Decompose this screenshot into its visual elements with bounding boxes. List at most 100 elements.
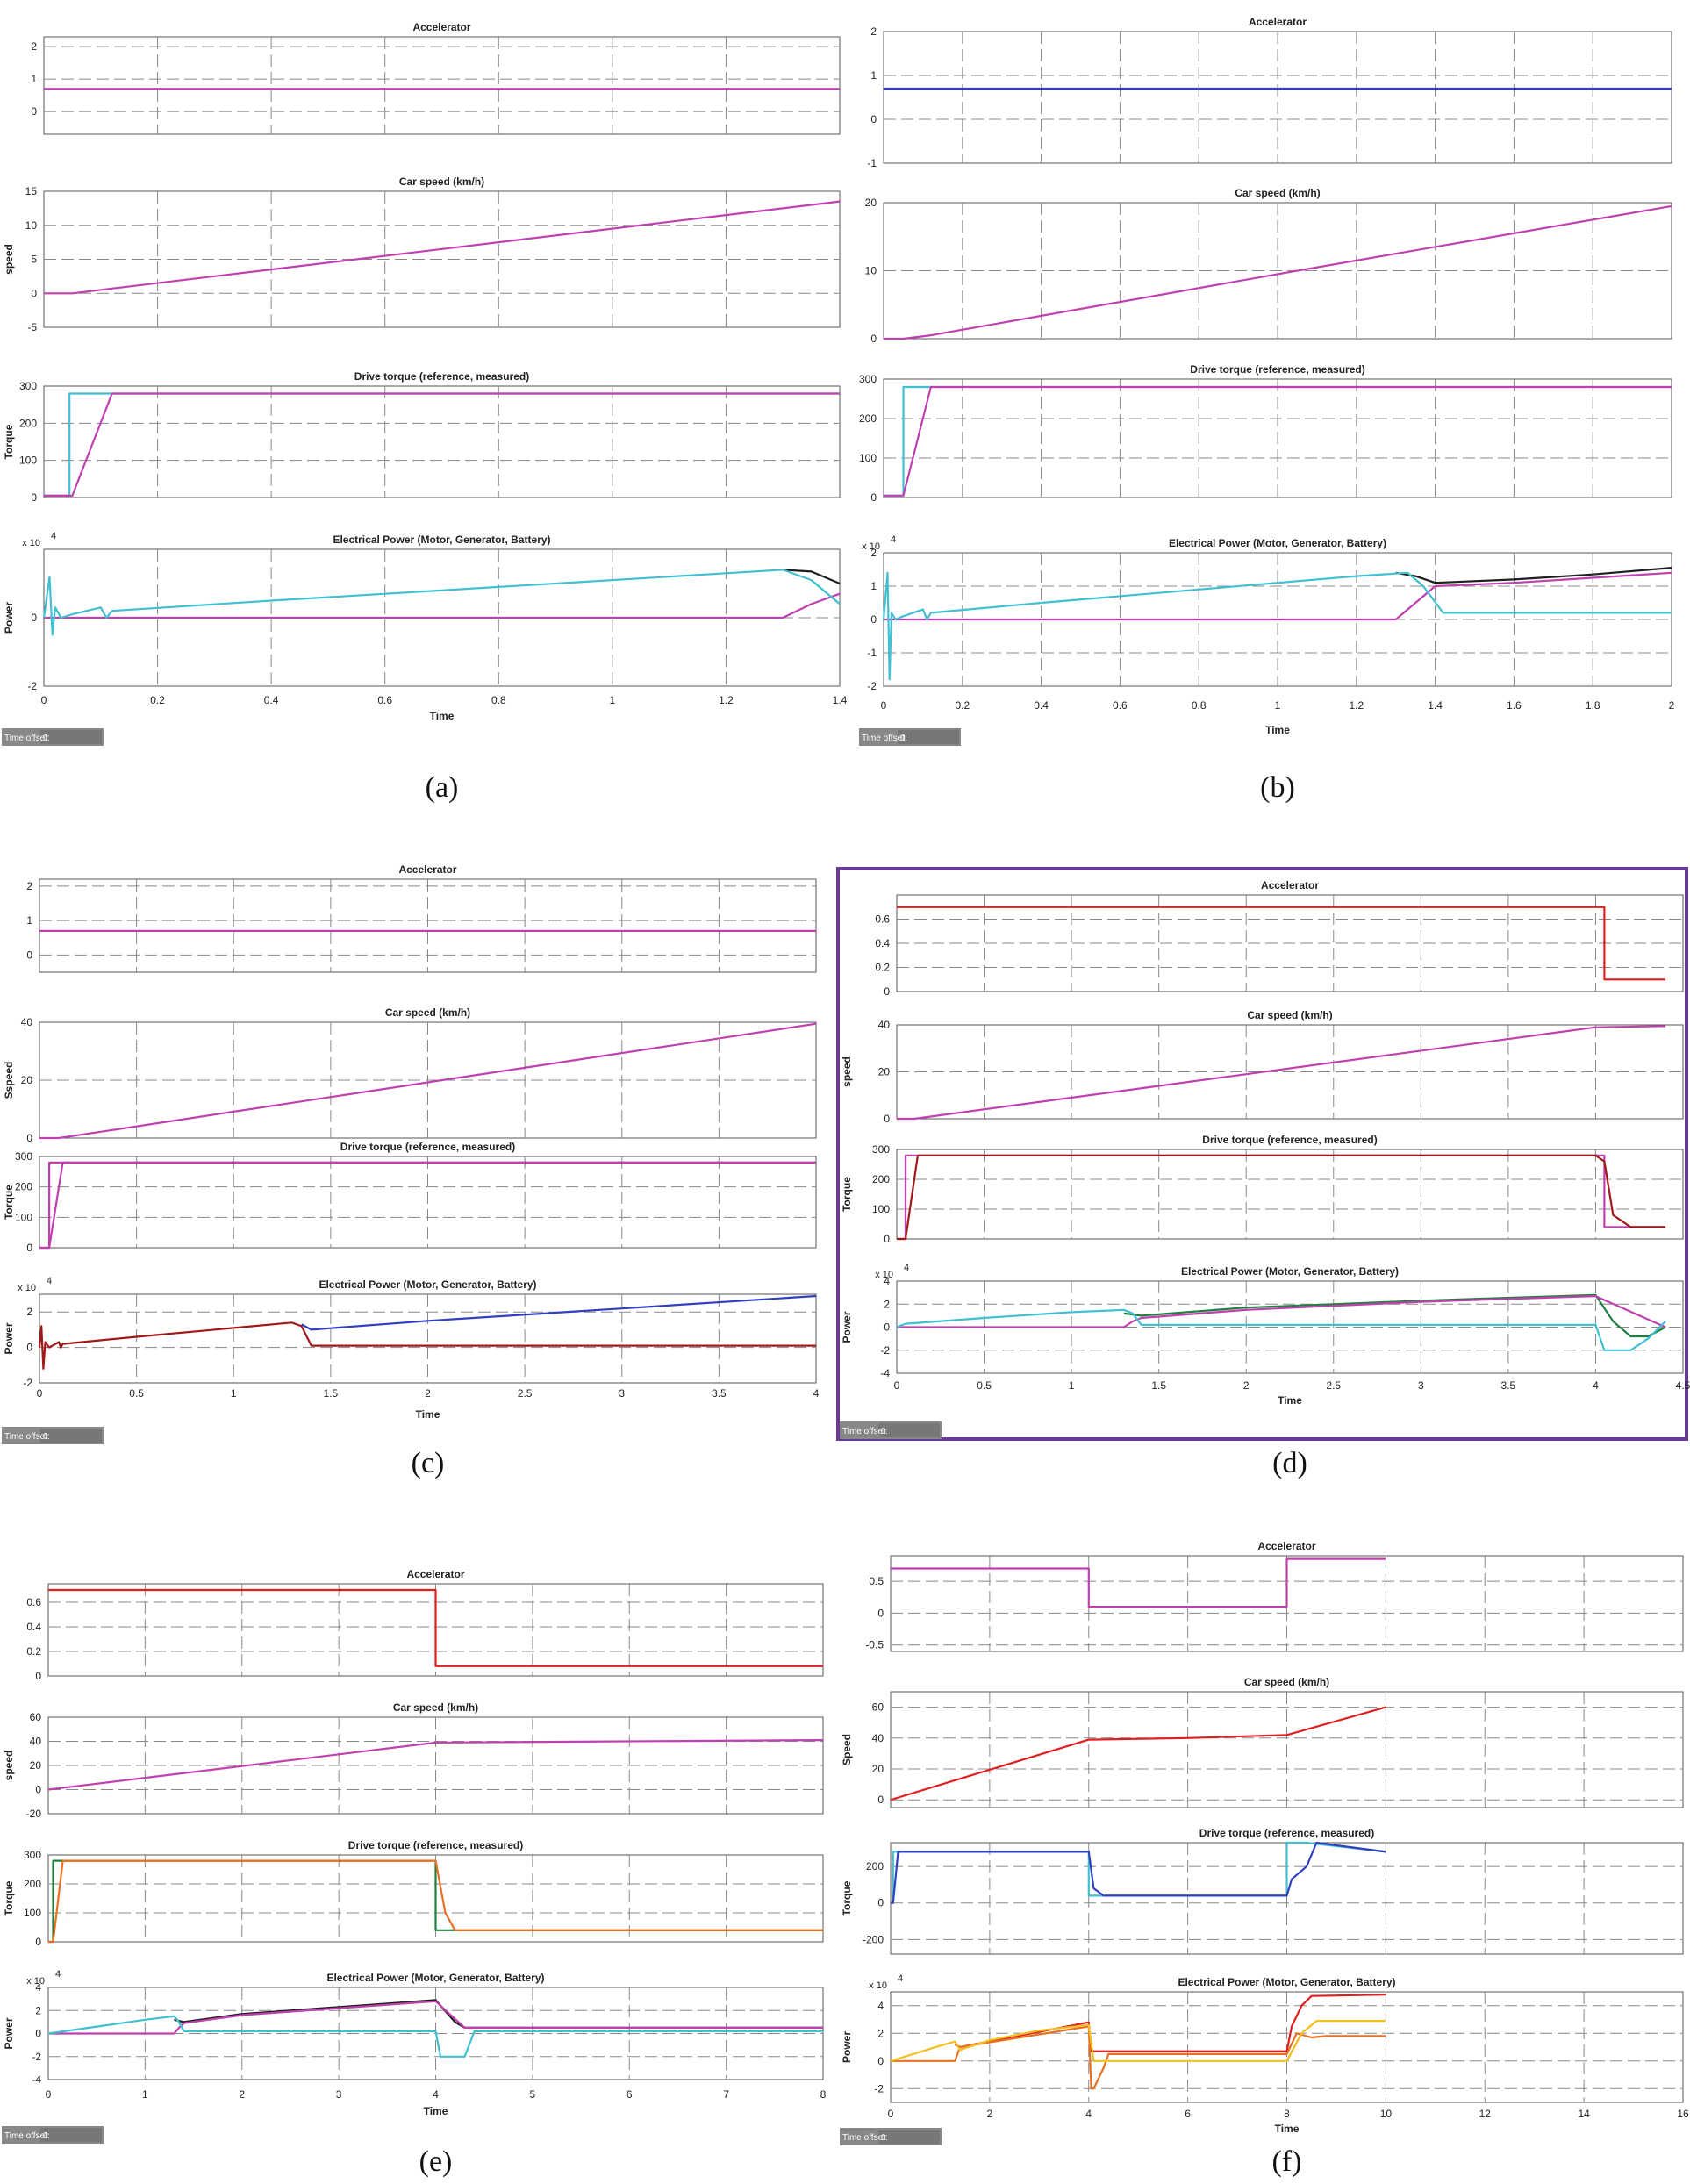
y-tick-label: 0: [26, 1242, 32, 1254]
y-tick-label: -200: [863, 1933, 884, 1945]
y-tick-label: 200: [872, 1173, 890, 1185]
y-tick-label: 40: [878, 1019, 891, 1031]
exponent-power: 4: [904, 1263, 909, 1273]
y-tick-label: 0: [35, 1936, 41, 1948]
subplot-title: Car speed (km/h): [1235, 187, 1320, 199]
x-tick-label: 1.4: [833, 694, 848, 706]
y-tick-label: 10: [25, 219, 38, 232]
x-tick-label: 3.5: [1501, 1379, 1516, 1392]
series-line-generator: [891, 2025, 1386, 2090]
x-tick-label: 0.6: [1113, 699, 1128, 712]
subplot-title: Drive torque (reference, measured): [1202, 1134, 1377, 1146]
exponent-label: x 10: [862, 541, 880, 552]
x-tick-label: 2: [987, 2108, 993, 2120]
y-tick-label: 10: [865, 265, 877, 277]
y-tick-label: 100: [859, 452, 877, 464]
subplot-title: Accelerator: [1261, 879, 1319, 892]
subplot-title: Electrical Power (Motor, Generator, Batt…: [319, 1278, 536, 1291]
figure-caption: (e): [419, 2145, 453, 2178]
time-offset-field: [878, 2130, 940, 2144]
y-tick-label: 0: [35, 1670, 41, 1682]
series-line-measured: [884, 385, 1672, 497]
series-line-speed: [897, 1025, 1666, 1121]
series-line-measured: [891, 1841, 1386, 1904]
x-axis-label: Time: [1275, 2123, 1300, 2135]
y-axis-label: Torque: [3, 1880, 15, 1915]
x-tick-label: 2.5: [1326, 1379, 1341, 1392]
y-tick-label: 2: [35, 2004, 41, 2016]
x-tick-label: 1: [231, 1387, 237, 1400]
x-tick-label: 4: [1593, 1379, 1599, 1392]
y-tick-label: 0: [884, 1233, 890, 1245]
time-offset-value: 0: [881, 1427, 886, 1436]
time-offset-field: [898, 730, 959, 744]
subplot-power: 4 2 0 -2 Electrical Power (Motor, Generator,…: [841, 1973, 1684, 2103]
series-line-speed: [39, 1022, 817, 1140]
y-tick-label: 4: [877, 2000, 884, 2012]
series-line-battery: [42, 569, 841, 636]
y-tick-label: 0: [870, 333, 877, 345]
y-tick-label: -4: [880, 1367, 890, 1379]
series-line-speed: [884, 204, 1672, 340]
series-line-measured: [48, 1859, 823, 1944]
x-axis-label: Time: [430, 710, 455, 722]
x-tick-label: 4: [433, 2088, 439, 2101]
subplot-power: 2 1 0 -1 -2 Electrical Power (Motor, Generato…: [862, 534, 1672, 692]
subplot-accel: 2 1 0 Accelerator: [31, 21, 841, 135]
series-line-accelerator: [897, 906, 1666, 981]
x-tick-label: 2: [239, 2088, 245, 2101]
y-tick-label: -2: [23, 1377, 32, 1389]
y-tick-label: 0: [870, 613, 877, 626]
exponent-label: x 10: [875, 1270, 893, 1280]
subplot-title: Accelerator: [406, 1568, 464, 1580]
x-tick-label: 16: [1677, 2108, 1689, 2120]
x-tick-label: 1: [610, 694, 616, 706]
y-tick-label: 0: [877, 2055, 884, 2067]
figure-caption: (a): [426, 771, 459, 804]
y-tick-label: 20: [872, 1763, 884, 1775]
subplot-title: Accelerator: [398, 863, 456, 876]
y-tick-label: 300: [19, 380, 37, 392]
time-offset-field: [878, 1423, 940, 1437]
y-axis-label: Torque: [841, 1177, 853, 1212]
x-tick-label: 0: [37, 1387, 43, 1400]
time-offset-label: Time offset:: [842, 2133, 888, 2143]
time-offset-box: Time offset:0: [2, 728, 104, 746]
x-tick-label: 6: [627, 2088, 633, 2101]
y-tick-label: -1: [867, 157, 877, 169]
y-tick-label: 0.6: [875, 913, 890, 926]
x-tick-label: 2: [1669, 699, 1675, 712]
y-tick-label: 20: [865, 197, 877, 209]
x-tick-label: 2: [1243, 1379, 1250, 1392]
series-line-motor: [1123, 1293, 1666, 1338]
y-axis-label: Torque: [3, 1185, 15, 1220]
y-tick-label: 200: [859, 412, 877, 425]
y-axis-label: Power: [3, 602, 15, 634]
series-line-measured: [44, 392, 840, 498]
series-line-speed: [890, 1706, 1386, 1801]
x-tick-label: 14: [1578, 2108, 1590, 2120]
time-offset-label: Time offset:: [4, 2131, 50, 2141]
series-line-generator: [897, 1294, 1666, 1328]
subplot-title: Drive torque (reference, measured): [348, 1839, 523, 1851]
series-line-generator: [44, 592, 841, 619]
subplot-title: Car speed (km/h): [399, 175, 484, 188]
figure-caption: (c): [412, 1447, 445, 1479]
subplot-title: Car speed (km/h): [1244, 1676, 1329, 1688]
y-tick-label: 0: [35, 1784, 41, 1796]
subplot-title: Car speed (km/h): [1247, 1009, 1332, 1021]
y-tick-label: 300: [859, 373, 877, 385]
figure-caption: (f): [1272, 2145, 1302, 2178]
x-tick-label: 12: [1479, 2108, 1492, 2120]
y-tick-label: 100: [872, 1203, 890, 1215]
y-axis-label: speed: [3, 244, 15, 275]
y-tick-label: 0: [884, 1113, 890, 1125]
time-offset-value: 0: [881, 2133, 886, 2143]
y-tick-label: 0: [35, 2028, 41, 2040]
exponent-label: x 10: [18, 1283, 36, 1293]
series-line-accelerator: [48, 1588, 823, 1667]
y-tick-label: 0: [31, 105, 37, 118]
